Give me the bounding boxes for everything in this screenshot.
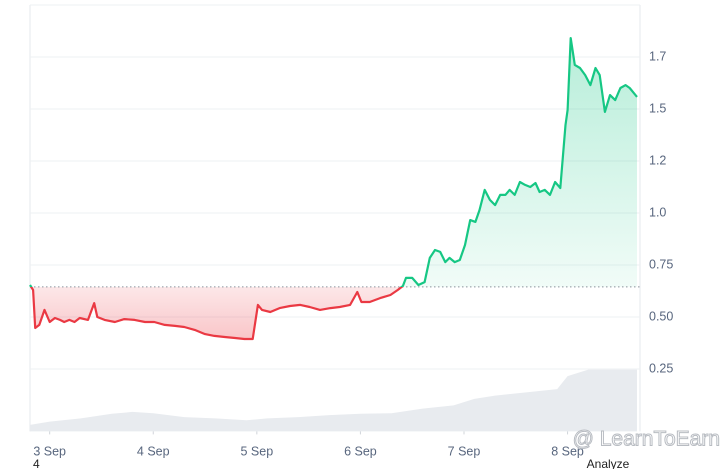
x-tick-label: 7 Sep <box>448 444 481 458</box>
y-tick-label: 1.0 <box>649 205 666 219</box>
volume-area <box>30 369 637 432</box>
y-tick-label: 0.50 <box>649 309 673 323</box>
y-tick-label: 1.7 <box>649 49 666 63</box>
y-tick-label: 1.5 <box>649 101 666 115</box>
y-tick-label: 0.25 <box>649 361 673 375</box>
x-tick-label: 3 Sep <box>33 444 66 458</box>
price-line <box>29 37 638 341</box>
x-tick-label: 4 Sep <box>137 444 170 458</box>
y-tick-label: 1.2 <box>649 153 666 167</box>
watermark: @ LearnToEarn <box>573 428 720 451</box>
x-tick-label: 5 Sep <box>240 444 273 458</box>
y-tick-label: 0.75 <box>649 257 673 271</box>
x-tick-label: 8 Sep <box>551 444 584 458</box>
footer-right[interactable]: Analyze <box>587 457 630 469</box>
x-tick-label: 6 Sep <box>344 444 377 458</box>
footer-left: 4 <box>33 457 40 469</box>
price-area <box>30 38 637 339</box>
